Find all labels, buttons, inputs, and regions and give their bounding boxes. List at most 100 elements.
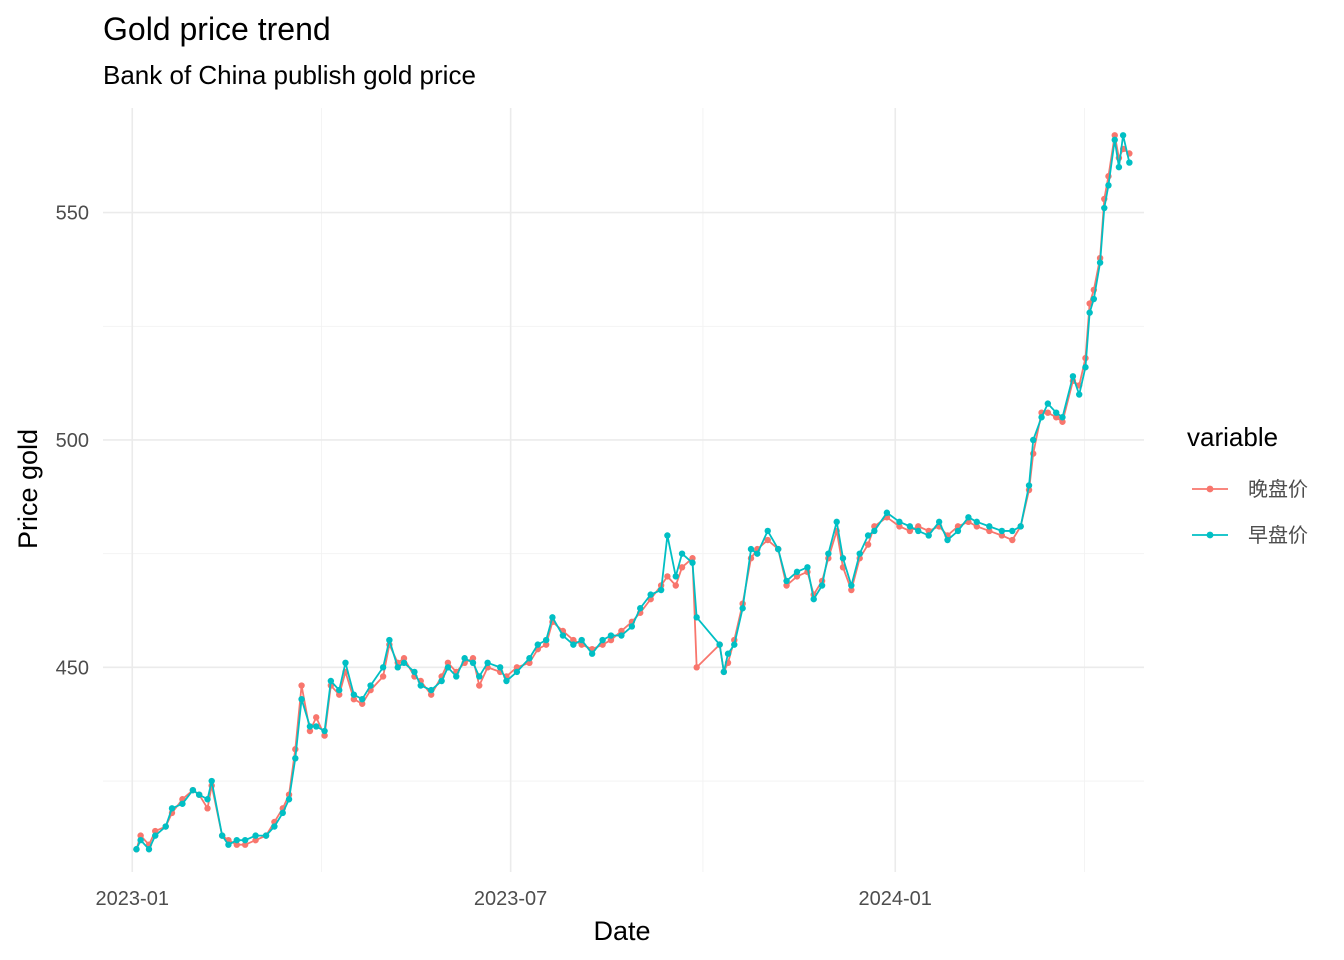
data-point bbox=[137, 832, 144, 839]
data-point bbox=[672, 573, 679, 580]
data-point bbox=[1111, 136, 1118, 144]
data-point bbox=[657, 586, 665, 594]
data-point bbox=[1082, 364, 1089, 371]
data-point bbox=[731, 641, 738, 648]
data-point bbox=[1059, 414, 1066, 421]
data-point bbox=[1075, 391, 1083, 398]
data-point bbox=[133, 846, 140, 853]
legend-key-point bbox=[1206, 485, 1214, 493]
legend-label: 早盘价 bbox=[1248, 523, 1308, 547]
data-point bbox=[350, 691, 358, 698]
data-point bbox=[559, 632, 567, 639]
data-point bbox=[379, 673, 387, 680]
data-point bbox=[1030, 436, 1037, 444]
data-point bbox=[693, 614, 700, 621]
data-point bbox=[1009, 527, 1016, 535]
data-point bbox=[179, 800, 186, 807]
data-point bbox=[1111, 132, 1118, 139]
data-point bbox=[225, 841, 232, 848]
data-point bbox=[298, 695, 305, 703]
data-point bbox=[189, 786, 197, 794]
data-point bbox=[678, 564, 686, 571]
data-point bbox=[204, 805, 211, 812]
data-point bbox=[453, 673, 460, 680]
data-point bbox=[252, 836, 259, 844]
data-point bbox=[321, 732, 328, 739]
x-axis-title: Date bbox=[593, 916, 650, 946]
data-point bbox=[327, 677, 335, 685]
grid-minor bbox=[103, 108, 1144, 872]
data-point bbox=[848, 582, 855, 589]
data-point bbox=[871, 527, 878, 535]
data-point bbox=[359, 695, 366, 703]
data-point bbox=[1059, 418, 1066, 425]
data-point bbox=[864, 541, 872, 548]
series-1 bbox=[133, 132, 1133, 853]
data-point bbox=[195, 791, 203, 798]
data-point bbox=[883, 509, 891, 516]
data-point bbox=[954, 527, 962, 535]
data-point bbox=[145, 846, 153, 853]
data-point bbox=[716, 641, 723, 648]
data-point bbox=[1053, 409, 1060, 416]
y-axis-ticks: 450 500 550 bbox=[56, 203, 89, 680]
data-point bbox=[618, 632, 625, 639]
data-point bbox=[336, 691, 343, 698]
data-point bbox=[542, 641, 550, 648]
data-point bbox=[241, 841, 249, 848]
data-point bbox=[839, 555, 847, 562]
data-point bbox=[476, 673, 483, 680]
data-point bbox=[664, 532, 671, 539]
data-point bbox=[672, 582, 679, 589]
data-point bbox=[915, 527, 922, 535]
data-point bbox=[444, 664, 452, 671]
data-point bbox=[252, 832, 259, 839]
y-axis-title: Price gold bbox=[13, 429, 43, 549]
data-point bbox=[754, 550, 761, 557]
data-point bbox=[394, 664, 401, 671]
data-point bbox=[359, 700, 366, 707]
data-point bbox=[1115, 163, 1123, 171]
legend-item: 晚盘价 bbox=[1192, 477, 1308, 501]
data-point bbox=[935, 518, 943, 526]
data-point bbox=[724, 650, 732, 657]
data-point bbox=[1053, 414, 1060, 421]
data-point bbox=[896, 523, 903, 530]
data-point bbox=[542, 636, 550, 644]
data-point bbox=[534, 641, 541, 648]
data-point bbox=[444, 659, 452, 667]
data-point bbox=[1119, 132, 1127, 139]
data-point bbox=[998, 527, 1006, 535]
legend-item: 早盘价 bbox=[1192, 523, 1308, 547]
data-point bbox=[313, 714, 320, 721]
data-point bbox=[906, 527, 914, 535]
data-point bbox=[804, 564, 811, 571]
data-point bbox=[417, 682, 424, 689]
data-point bbox=[588, 650, 596, 657]
data-point bbox=[1090, 295, 1098, 303]
grid-major bbox=[103, 108, 1144, 872]
data-point bbox=[484, 659, 491, 667]
legend-label: 晚盘价 bbox=[1248, 477, 1308, 501]
data-point bbox=[973, 518, 980, 526]
data-point bbox=[1101, 204, 1108, 212]
data-point bbox=[818, 582, 826, 589]
data-point bbox=[833, 518, 840, 526]
data-point bbox=[664, 573, 671, 580]
legend-title: variable bbox=[1187, 422, 1278, 452]
data-point bbox=[285, 796, 293, 803]
data-point bbox=[689, 559, 696, 566]
data-point bbox=[208, 777, 215, 785]
data-point bbox=[793, 568, 801, 576]
data-point bbox=[461, 655, 468, 662]
data-point bbox=[856, 550, 863, 557]
data-point bbox=[298, 682, 305, 689]
data-point bbox=[400, 659, 408, 667]
data-point bbox=[350, 695, 358, 703]
data-point bbox=[427, 686, 435, 694]
data-point bbox=[986, 523, 993, 530]
data-point bbox=[279, 809, 286, 817]
x-tick-label: 2023-01 bbox=[96, 888, 169, 910]
data-point bbox=[906, 523, 914, 530]
